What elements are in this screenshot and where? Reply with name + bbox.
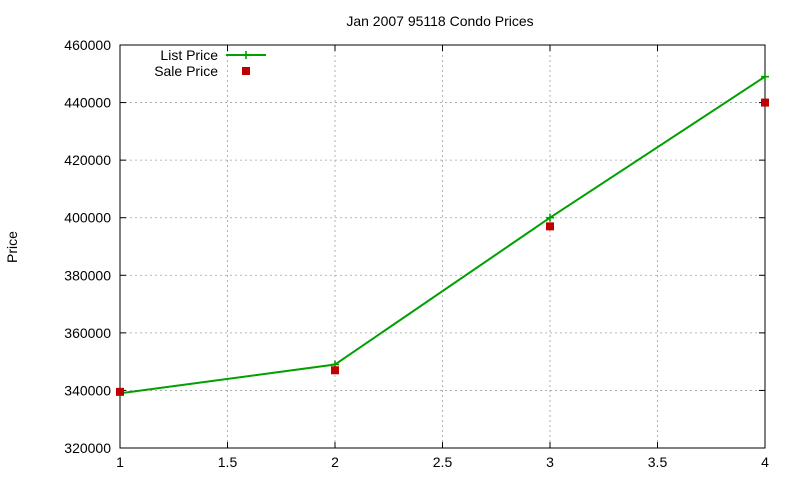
list-price-line: [119, 75, 766, 395]
x-tick-label: 2.5: [433, 454, 453, 470]
series-sale-price: [116, 98, 769, 396]
x-tick-label: 3: [546, 454, 554, 470]
y-tick-label: 380000: [64, 267, 111, 283]
legend-label: List Price: [160, 47, 218, 63]
grid-lines: [120, 45, 765, 448]
y-axis-label: Price: [4, 231, 20, 263]
chart-title: Jan 2007 95118 Condo Prices: [346, 13, 533, 29]
legend-swatch-marker: [242, 51, 250, 59]
y-tick-label: 340000: [64, 382, 111, 398]
x-tick-label: 1: [116, 454, 124, 470]
x-tick-label: 1.5: [218, 454, 238, 470]
data-series: [116, 72, 769, 398]
y-tick-label: 420000: [64, 152, 111, 168]
plot-frame: [119, 44, 766, 449]
y-tick-label: 360000: [64, 325, 111, 341]
list-price-point: [761, 72, 769, 81]
x-tick-label: 3.5: [648, 454, 668, 470]
list-price-point: [546, 213, 554, 222]
axis-ticks: 320000 340000 360000 380000 400000 420000 4400…: [64, 37, 769, 470]
x-tick-label: 4: [761, 454, 769, 470]
y-tick-label: 460000: [64, 37, 111, 53]
legend-label: Sale Price: [154, 63, 218, 79]
legend-swatch-marker: [242, 67, 250, 75]
sale-price-point: [331, 366, 339, 375]
sale-price-point: [546, 222, 554, 231]
sale-price-point: [761, 98, 769, 107]
x-tick-label: 2: [331, 454, 339, 470]
y-tick-label: 320000: [64, 440, 111, 456]
y-tick-label: 400000: [64, 210, 111, 226]
y-tick-label: 440000: [64, 95, 111, 111]
sale-price-point: [116, 387, 124, 396]
